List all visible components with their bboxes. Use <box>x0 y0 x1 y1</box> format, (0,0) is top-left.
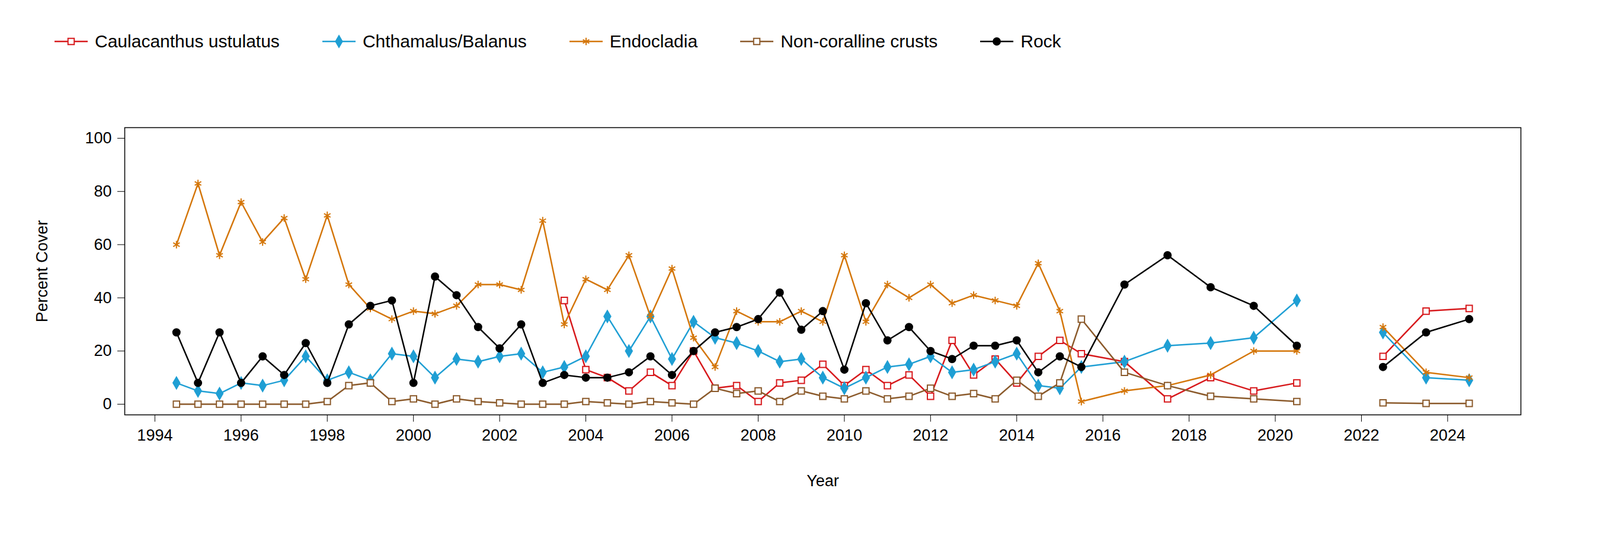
svg-text:2024: 2024 <box>1429 426 1466 445</box>
svg-text:2000: 2000 <box>395 426 432 445</box>
svg-text:2010: 2010 <box>826 426 863 445</box>
html-text:Rock: Rock <box>1020 31 1062 51</box>
svg-text:2022: 2022 <box>1343 426 1379 445</box>
html-text:Non-coralline crusts: Non-coralline crusts <box>780 31 938 51</box>
svg-text:Percent Cover: Percent Cover <box>33 220 51 323</box>
html-text:Endocladia: Endocladia <box>609 31 698 51</box>
svg-text:2002: 2002 <box>481 426 518 445</box>
svg-text:1994: 1994 <box>136 426 173 445</box>
svg-text:40: 40 <box>93 289 112 307</box>
html-text:Caulacanthus ustulatus: Caulacanthus ustulatus <box>94 31 280 51</box>
svg-text:0: 0 <box>102 395 112 414</box>
svg-text:2008: 2008 <box>740 426 776 445</box>
svg-text:1996: 1996 <box>223 426 259 445</box>
svg-text:60: 60 <box>93 235 112 254</box>
svg-text:80: 80 <box>93 182 112 201</box>
svg-text:2004: 2004 <box>568 426 604 445</box>
html-text:Chthamalus/Balanus: Chthamalus/Balanus <box>362 31 527 51</box>
svg-text:2016: 2016 <box>1085 426 1121 445</box>
svg-text:1998: 1998 <box>309 426 345 445</box>
svg-text:2012: 2012 <box>912 426 949 445</box>
svg-text:2006: 2006 <box>654 426 690 445</box>
svg-text:2014: 2014 <box>999 426 1035 445</box>
svg-text:2020: 2020 <box>1257 426 1294 445</box>
svg-text:20: 20 <box>93 341 112 360</box>
svg-text:Year: Year <box>806 472 840 491</box>
svg-text:100: 100 <box>84 129 112 147</box>
svg-text:2018: 2018 <box>1171 426 1208 445</box>
